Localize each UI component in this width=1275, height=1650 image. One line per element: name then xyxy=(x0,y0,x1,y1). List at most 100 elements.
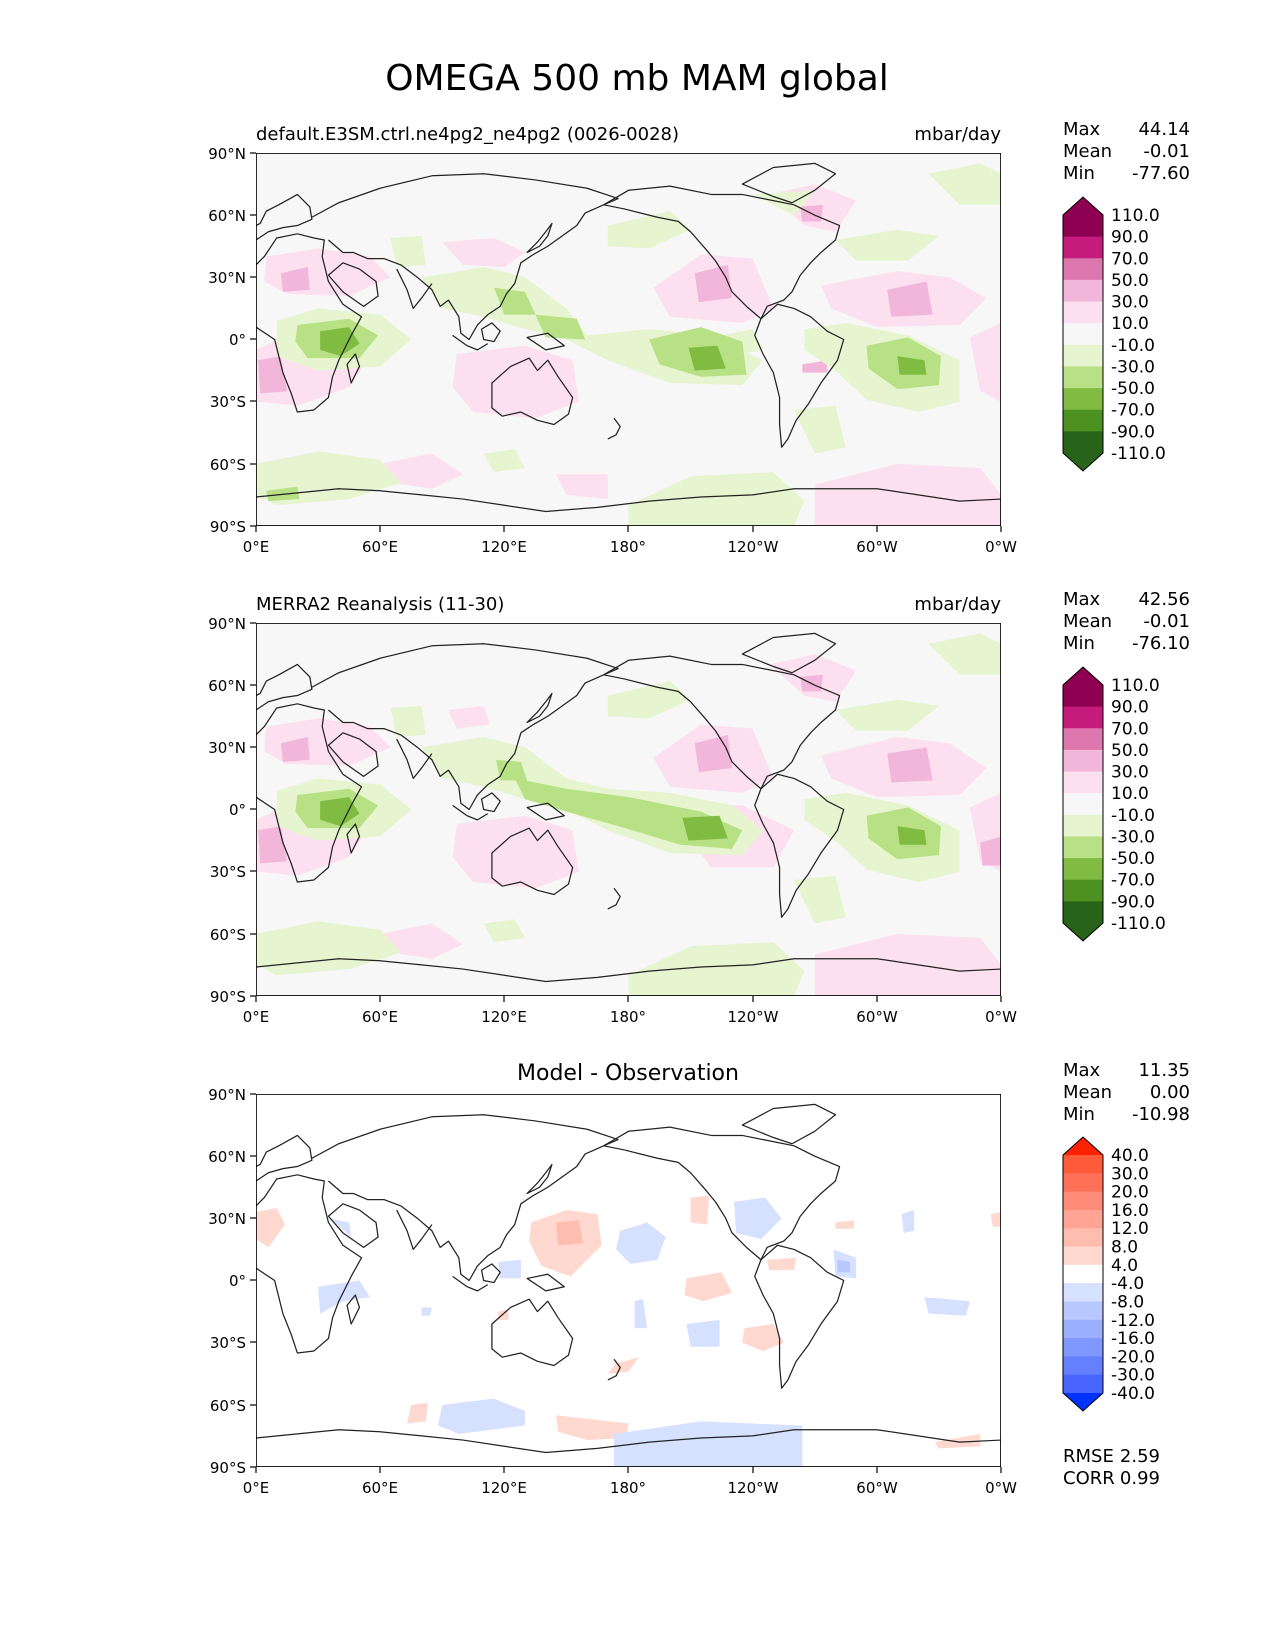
map-reference xyxy=(256,623,1001,996)
lat-tick: 0° xyxy=(229,1272,246,1290)
lat-tick: 60°N xyxy=(208,1148,246,1166)
lat-tick: 30°N xyxy=(208,739,246,757)
colorbar-label: 110.0 xyxy=(1111,206,1160,226)
colorbar-bin xyxy=(1063,215,1103,238)
colorbar-label: -10.0 xyxy=(1111,806,1155,826)
corr-value: 0.99 xyxy=(1120,1468,1160,1489)
colorbar-bin xyxy=(1063,236,1103,259)
colorbar-label: 16.0 xyxy=(1111,1201,1149,1221)
colorbar-bin xyxy=(1063,409,1103,432)
lon-tick: 120°E xyxy=(481,1008,527,1026)
lon-tick: 0°E xyxy=(243,1008,270,1026)
colorbar-bin xyxy=(1063,901,1103,924)
colorbar-label: 8.0 xyxy=(1111,1238,1138,1258)
colorbar-label: 50.0 xyxy=(1111,741,1149,761)
panel-units: mbar/day xyxy=(914,594,1001,615)
colorbar-bin xyxy=(1063,431,1103,454)
colorbar-label: 30.0 xyxy=(1111,1164,1149,1184)
colorbar-label: -90.0 xyxy=(1111,892,1155,912)
lon-tick: 0°E xyxy=(243,1479,270,1497)
axis-ticks-diff: 90°N 60°N 30°N 0° 30°S 60°S 90°S 0°E 60°… xyxy=(208,1086,1017,1497)
colorbar-label: -4.0 xyxy=(1111,1274,1144,1294)
colorbar-label: -30.0 xyxy=(1111,827,1155,847)
lon-tick: 120°E xyxy=(481,1479,527,1497)
stat-value: 11.35 xyxy=(1138,1060,1190,1081)
lon-tick: 120°E xyxy=(481,538,527,556)
colorbar-label: 10.0 xyxy=(1111,784,1149,804)
lon-tick: 0°W xyxy=(985,538,1017,556)
lon-tick: 180° xyxy=(610,1479,646,1497)
colorbar-label: -70.0 xyxy=(1111,401,1155,421)
colorbar-label: -40.0 xyxy=(1111,1384,1155,1404)
colorbar-bin xyxy=(1063,836,1103,859)
colorbar-label: -30.0 xyxy=(1111,1366,1155,1386)
stat-label: Min xyxy=(1063,633,1095,654)
stat-label: Mean xyxy=(1063,1082,1112,1103)
colorbar-bin xyxy=(1063,1155,1103,1174)
colorbar-label: -10.0 xyxy=(1111,336,1155,356)
panel-diff: Model - Observation xyxy=(208,1060,1190,1497)
colorbar-bin xyxy=(1063,323,1103,346)
colorbar-bin xyxy=(1063,858,1103,881)
stat-label: Min xyxy=(1063,1104,1095,1125)
colorbar-label: 40.0 xyxy=(1111,1146,1149,1166)
stats-diff: Max 11.35 Mean 0.00 Min -10.98 xyxy=(1063,1060,1190,1125)
stat-value: -0.01 xyxy=(1143,611,1190,632)
lat-tick: 60°S xyxy=(210,926,246,944)
stat-label: Min xyxy=(1063,163,1095,184)
rmse-label: RMSE xyxy=(1063,1446,1114,1467)
colorbar-label: -16.0 xyxy=(1111,1329,1155,1349)
lon-tick: 60°E xyxy=(362,1008,398,1026)
panel-units: mbar/day xyxy=(914,124,1001,145)
colorbar-outline xyxy=(1062,1136,1104,1412)
stat-value: 0.00 xyxy=(1150,1082,1190,1103)
lat-tick: 60°N xyxy=(208,207,246,225)
colorbar-label: -50.0 xyxy=(1111,379,1155,399)
colorbar-label: -70.0 xyxy=(1111,871,1155,891)
colorbar-bin xyxy=(1063,1228,1103,1248)
colorbar-bin xyxy=(1063,258,1103,281)
lat-tick: 0° xyxy=(229,801,246,819)
panel-test: default.E3SM.ctrl.ne4pg2_ne4pg2 (0026-00… xyxy=(208,119,1190,556)
colorbar-label: -110.0 xyxy=(1111,914,1166,934)
colorbar-label: -90.0 xyxy=(1111,422,1155,442)
colorbar-bin xyxy=(1063,728,1103,751)
panel-title-left: MERRA2 Reanalysis (11-30) xyxy=(256,594,504,615)
stat-value: 44.14 xyxy=(1138,119,1190,140)
lat-tick: 60°S xyxy=(210,1397,246,1415)
lon-tick: 60°E xyxy=(362,1479,398,1497)
stat-value: 42.56 xyxy=(1138,589,1190,610)
colorbar-bin xyxy=(1063,706,1103,729)
colorbar-bin xyxy=(1063,1283,1103,1302)
lon-tick: 60°E xyxy=(362,538,398,556)
colorbar-extend-bottom xyxy=(1063,923,1103,941)
axis-ticks-test: 90°N 60°N 30°N 0° 30°S 60°S 90°S 0°E 60°… xyxy=(208,145,1017,556)
colorbar-extend-bottom xyxy=(1063,1393,1103,1411)
colorbar-diff: 40.030.020.016.012.08.04.0-4.0-8.0-12.0-… xyxy=(1062,1136,1155,1412)
colorbar-bin xyxy=(1063,279,1103,303)
colorbar-outline xyxy=(1062,666,1104,942)
stat-label: Mean xyxy=(1063,141,1112,162)
colorbar-label: 30.0 xyxy=(1111,763,1149,783)
colorbar-test: 110.090.070.050.030.010.0-10.0-30.0-50.0… xyxy=(1062,196,1166,472)
lon-tick: 60°W xyxy=(856,1479,898,1497)
colorbar-label: 12.0 xyxy=(1111,1219,1149,1239)
colorbar-label: 70.0 xyxy=(1111,719,1149,739)
colorbar-bin xyxy=(1063,1338,1103,1357)
colorbar-bin xyxy=(1063,1191,1103,1211)
colorbar-label: -20.0 xyxy=(1111,1347,1155,1367)
colorbar-extend-top xyxy=(1063,667,1103,685)
lat-tick: 90°N xyxy=(208,145,246,163)
stat-value: -77.60 xyxy=(1132,163,1190,184)
stats-test: Max 44.14 Mean -0.01 Min -77.60 xyxy=(1063,119,1190,184)
colorbar-label: 110.0 xyxy=(1111,676,1160,696)
figure-title: OMEGA 500 mb MAM global xyxy=(385,58,889,99)
colorbar-extend-top xyxy=(1063,1137,1103,1155)
colorbar-bin xyxy=(1063,1173,1103,1193)
colorbar-bin xyxy=(1063,1356,1103,1376)
colorbar-bin xyxy=(1063,685,1103,708)
lat-tick: 90°N xyxy=(208,615,246,633)
lon-tick: 0°W xyxy=(985,1008,1017,1026)
colorbar-label: 30.0 xyxy=(1111,293,1149,313)
stat-value: -76.10 xyxy=(1132,633,1190,654)
